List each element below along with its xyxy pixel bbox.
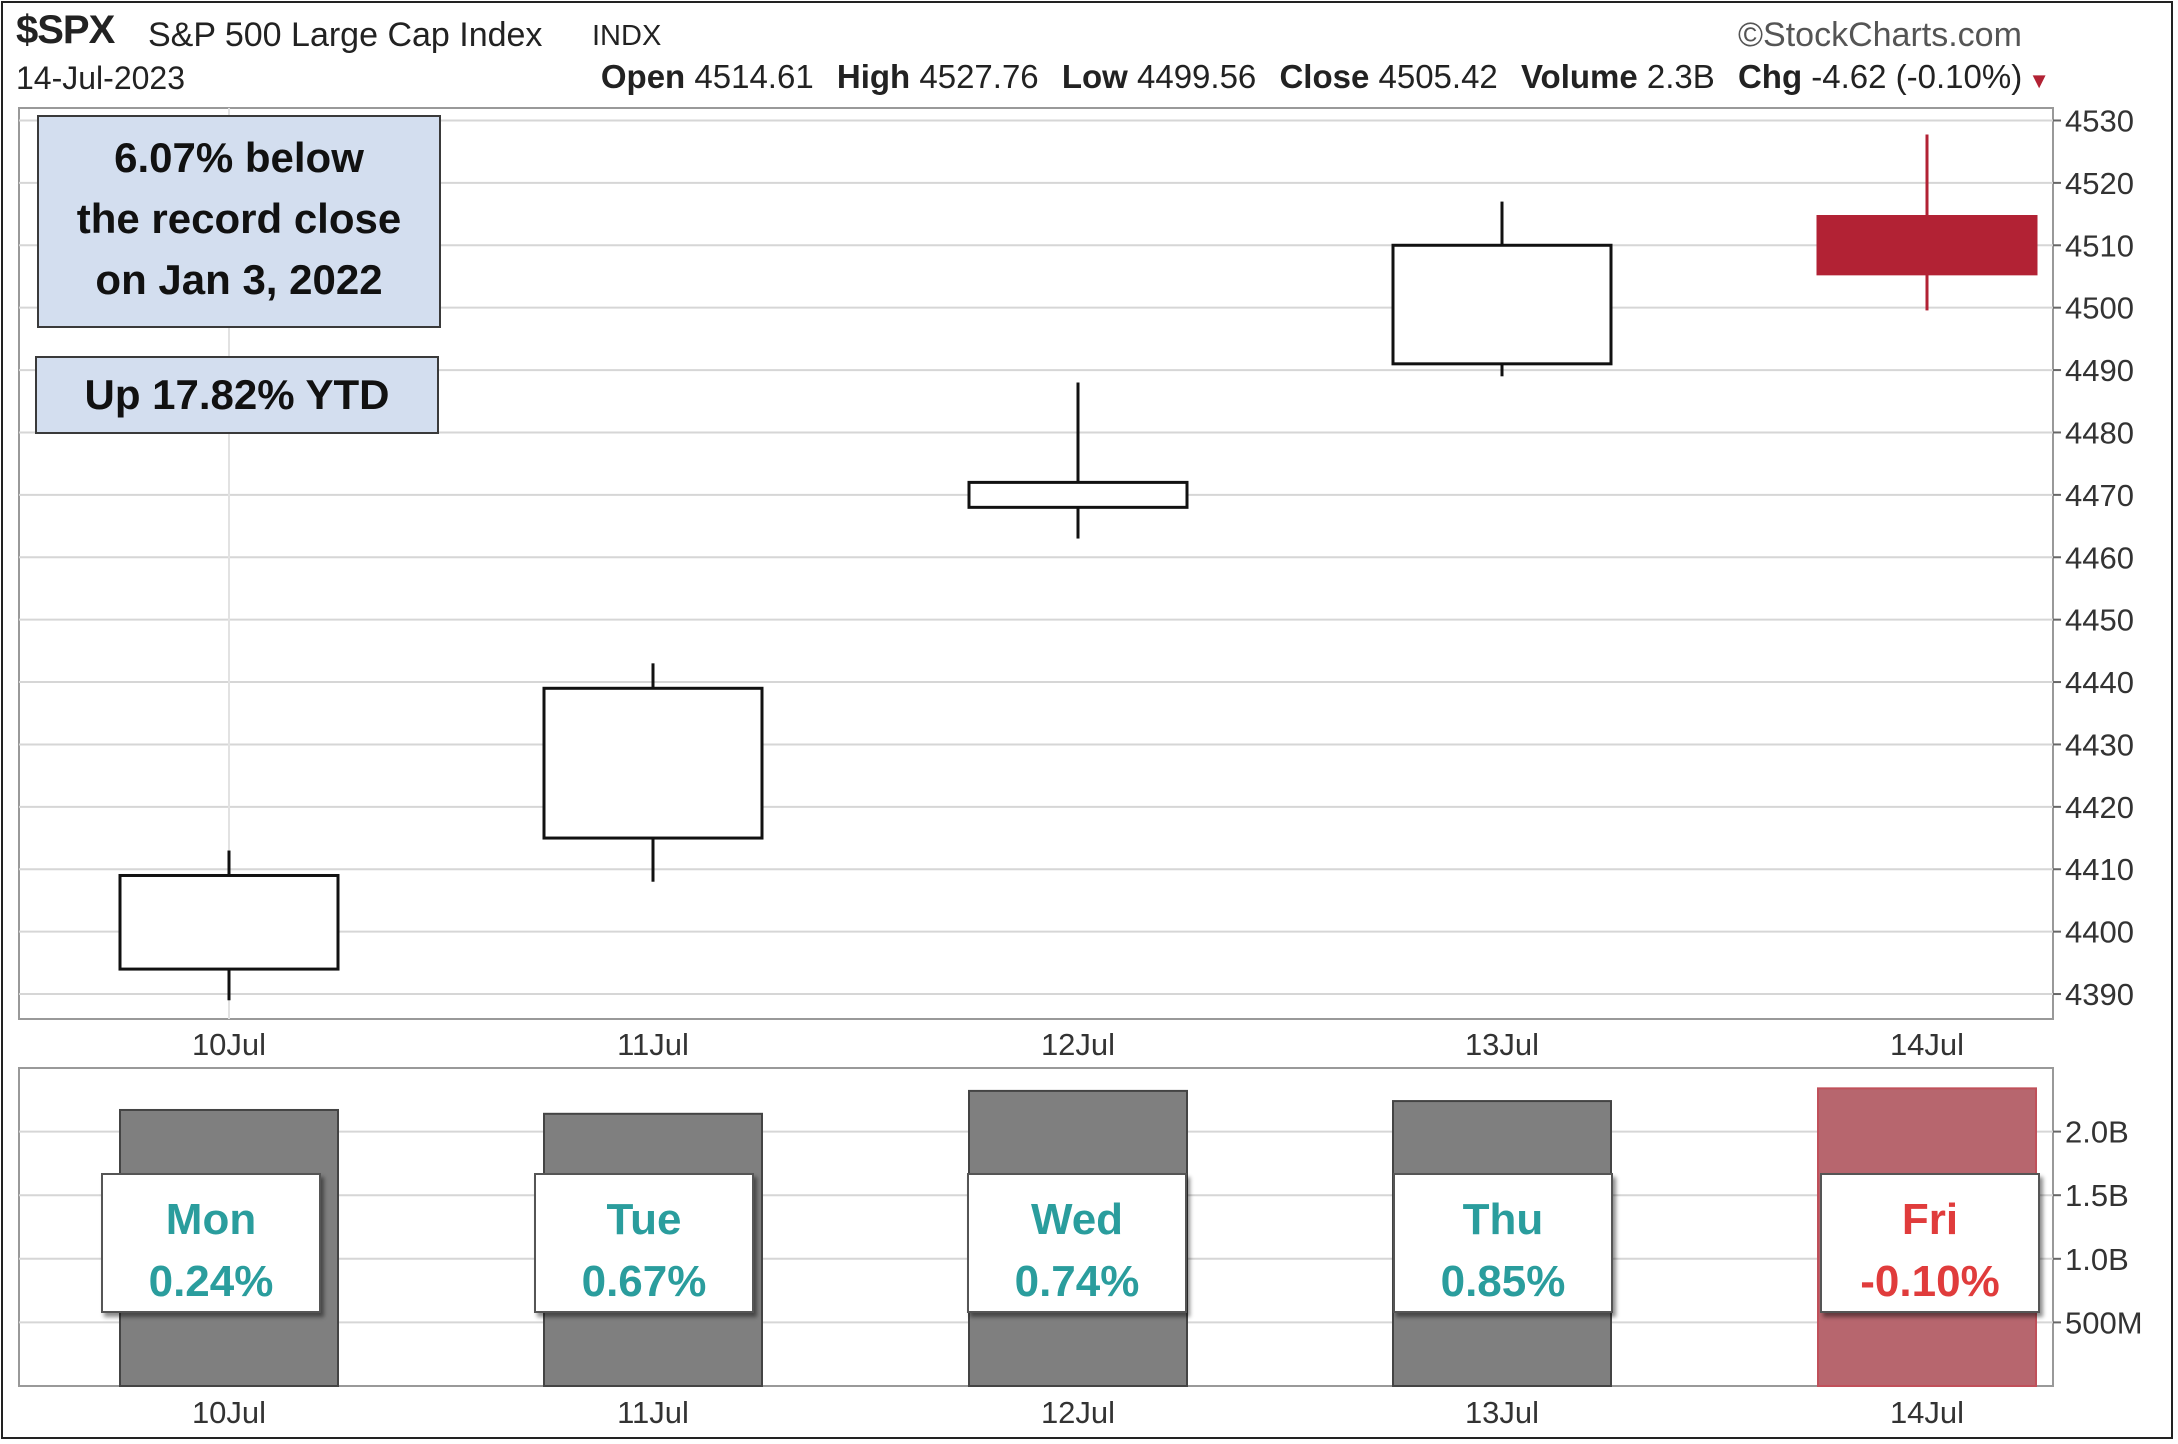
day-change-pct: -0.10% bbox=[1860, 1257, 2000, 1306]
chart-date: 14-Jul-2023 bbox=[16, 60, 185, 96]
day-change-box-wed: Wed 0.74% bbox=[967, 1173, 1187, 1313]
volume-label: Volume bbox=[1520, 58, 1638, 95]
volume-x-tick-label: 11Jul bbox=[617, 1395, 689, 1430]
volume-x-tick-label: 10Jul bbox=[192, 1395, 266, 1430]
price-tick-label: 4450 bbox=[2065, 603, 2134, 638]
volume-tick-label: 2.0B bbox=[2065, 1115, 2129, 1150]
day-change-pct: 0.74% bbox=[1014, 1257, 1140, 1306]
day-change-pct: 0.67% bbox=[581, 1257, 707, 1306]
price-x-tick-label: 12Jul bbox=[1041, 1027, 1115, 1062]
day-label: Thu bbox=[1462, 1195, 1544, 1244]
price-tick-label: 4510 bbox=[2065, 228, 2134, 263]
record-note-line2: the record close bbox=[76, 195, 402, 242]
price-tick-label: 4410 bbox=[2065, 852, 2134, 887]
day-change-pct: 0.85% bbox=[1440, 1257, 1566, 1306]
candle-body bbox=[967, 480, 1189, 509]
day-label: Mon bbox=[165, 1195, 257, 1244]
price-tick-label: 4490 bbox=[2065, 353, 2134, 388]
record-note-line1: 6.07% below bbox=[114, 134, 364, 181]
price-tick-label: 4530 bbox=[2065, 103, 2134, 138]
high-value: 4527.76 bbox=[919, 58, 1039, 95]
low-label: Low bbox=[1061, 58, 1128, 95]
day-label: Wed bbox=[1030, 1195, 1124, 1244]
day-change-box-fri: Fri -0.10% bbox=[1820, 1173, 2040, 1313]
day-change-pct: 0.24% bbox=[148, 1257, 274, 1306]
price-tick-label: 4500 bbox=[2065, 291, 2134, 326]
change-value: -4.62 (-0.10%) bbox=[1811, 58, 2023, 95]
close-label: Close bbox=[1279, 58, 1370, 95]
brand-watermark: ©StockCharts.com bbox=[1738, 16, 2022, 54]
price-x-tick-label: 10Jul bbox=[192, 1027, 266, 1062]
price-tick-label: 4520 bbox=[2065, 166, 2134, 201]
candle-body bbox=[542, 686, 764, 840]
down-triangle-icon: ▼ bbox=[2028, 68, 2050, 93]
price-tick-label: 4460 bbox=[2065, 540, 2134, 575]
change-label: Chg bbox=[1737, 58, 1803, 95]
price-tick-label: 4430 bbox=[2065, 727, 2134, 762]
price-x-tick-label: 11Jul bbox=[617, 1027, 689, 1062]
low-value: 4499.56 bbox=[1136, 58, 1257, 95]
price-x-tick-label: 13Jul bbox=[1465, 1027, 1539, 1062]
day-label: Fri bbox=[1901, 1195, 1959, 1244]
price-tick-label: 4400 bbox=[2065, 915, 2134, 950]
day-change-box-tue: Tue 0.67% bbox=[534, 1173, 754, 1313]
price-tick-label: 4440 bbox=[2065, 665, 2134, 700]
ytd-note: Up 17.82% YTD bbox=[35, 356, 439, 434]
exchange-label: INDX bbox=[592, 20, 662, 52]
volume-tick-label: 1.0B bbox=[2065, 1242, 2129, 1277]
record-close-note: 6.07% below the record close on Jan 3, 2… bbox=[37, 115, 441, 328]
index-name: S&P 500 Large Cap Index bbox=[148, 16, 543, 54]
volume-tick-label: 1.5B bbox=[2065, 1178, 2129, 1213]
day-change-box-thu: Thu 0.85% bbox=[1393, 1173, 1613, 1313]
price-tick-label: 4420 bbox=[2065, 790, 2134, 825]
open-label: Open bbox=[600, 58, 686, 95]
volume-value: 2.3B bbox=[1646, 58, 1715, 95]
price-x-tick-label: 14Jul bbox=[1890, 1027, 1964, 1062]
close-value: 4505.42 bbox=[1378, 58, 1498, 95]
volume-tick-label: 500M bbox=[2065, 1305, 2143, 1340]
candle-body bbox=[1816, 215, 2038, 276]
price-tick-label: 4470 bbox=[2065, 478, 2134, 513]
price-tick-label: 4390 bbox=[2065, 977, 2134, 1012]
day-label: Tue bbox=[606, 1195, 682, 1244]
high-label: High bbox=[836, 58, 911, 95]
volume-x-tick-label: 14Jul bbox=[1890, 1395, 1964, 1430]
volume-x-tick-label: 12Jul bbox=[1041, 1395, 1115, 1430]
day-change-box-mon: Mon 0.24% bbox=[101, 1173, 321, 1313]
candle-body bbox=[1391, 243, 1613, 366]
volume-x-tick-label: 13Jul bbox=[1465, 1395, 1539, 1430]
open-value: 4514.61 bbox=[694, 58, 814, 95]
ticker-symbol: $SPX bbox=[16, 8, 115, 52]
record-note-line3: on Jan 3, 2022 bbox=[95, 256, 383, 303]
ohlc-stats: Open 4514.61 High 4527.76 Low 4499.56 Cl… bbox=[601, 58, 2050, 96]
price-tick-label: 4480 bbox=[2065, 415, 2134, 450]
candle-body bbox=[118, 873, 340, 971]
